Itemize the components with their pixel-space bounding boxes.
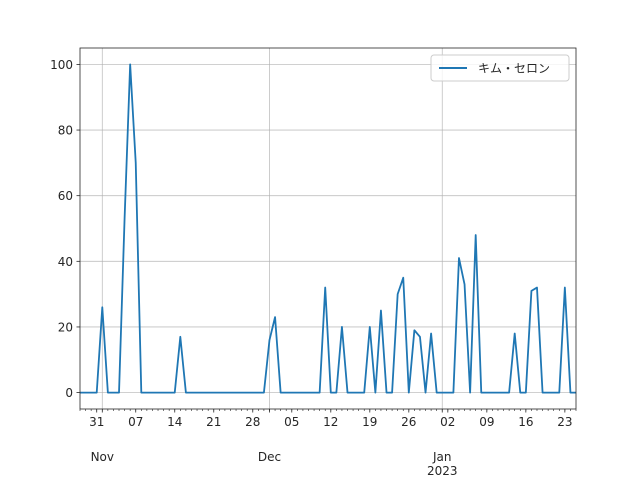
legend-label: キム・セロン: [478, 62, 550, 76]
x-tick-label: 07: [128, 415, 143, 429]
x-tick-label: 05: [284, 415, 299, 429]
x-tick-label: 19: [362, 415, 377, 429]
x-tick-label: 21: [206, 415, 221, 429]
x-tick-label: 26: [401, 415, 416, 429]
x-tick-label: 28: [245, 415, 260, 429]
x-tick-label: 16: [518, 415, 533, 429]
x-tick-label: 09: [479, 415, 494, 429]
x-month-label: Dec: [258, 450, 281, 464]
x-tick-label: 23: [557, 415, 572, 429]
x-tick-label: 02: [440, 415, 455, 429]
x-tick-label: 12: [323, 415, 338, 429]
y-axis: 0 20 40 60 80 100: [50, 58, 80, 400]
legend: キム・セロン: [430, 54, 570, 82]
y-tick-label: 100: [50, 58, 73, 72]
x-month-label: Nov: [91, 450, 114, 464]
x-tick-label: 31: [89, 415, 104, 429]
x-year-label: 2023: [427, 464, 458, 478]
y-tick-label: 0: [65, 386, 73, 400]
series-layer: [80, 63, 576, 394]
legend-box: [430, 54, 570, 82]
x-month-label: Jan: [432, 450, 452, 464]
y-tick-label: 20: [58, 320, 73, 334]
y-tick-label: 60: [58, 189, 73, 203]
y-tick-label: 80: [58, 124, 73, 138]
x-tick-label: 14: [167, 415, 182, 429]
y-tick-label: 40: [58, 255, 73, 269]
series-line: [80, 63, 576, 394]
plot-frame: [79, 47, 577, 410]
